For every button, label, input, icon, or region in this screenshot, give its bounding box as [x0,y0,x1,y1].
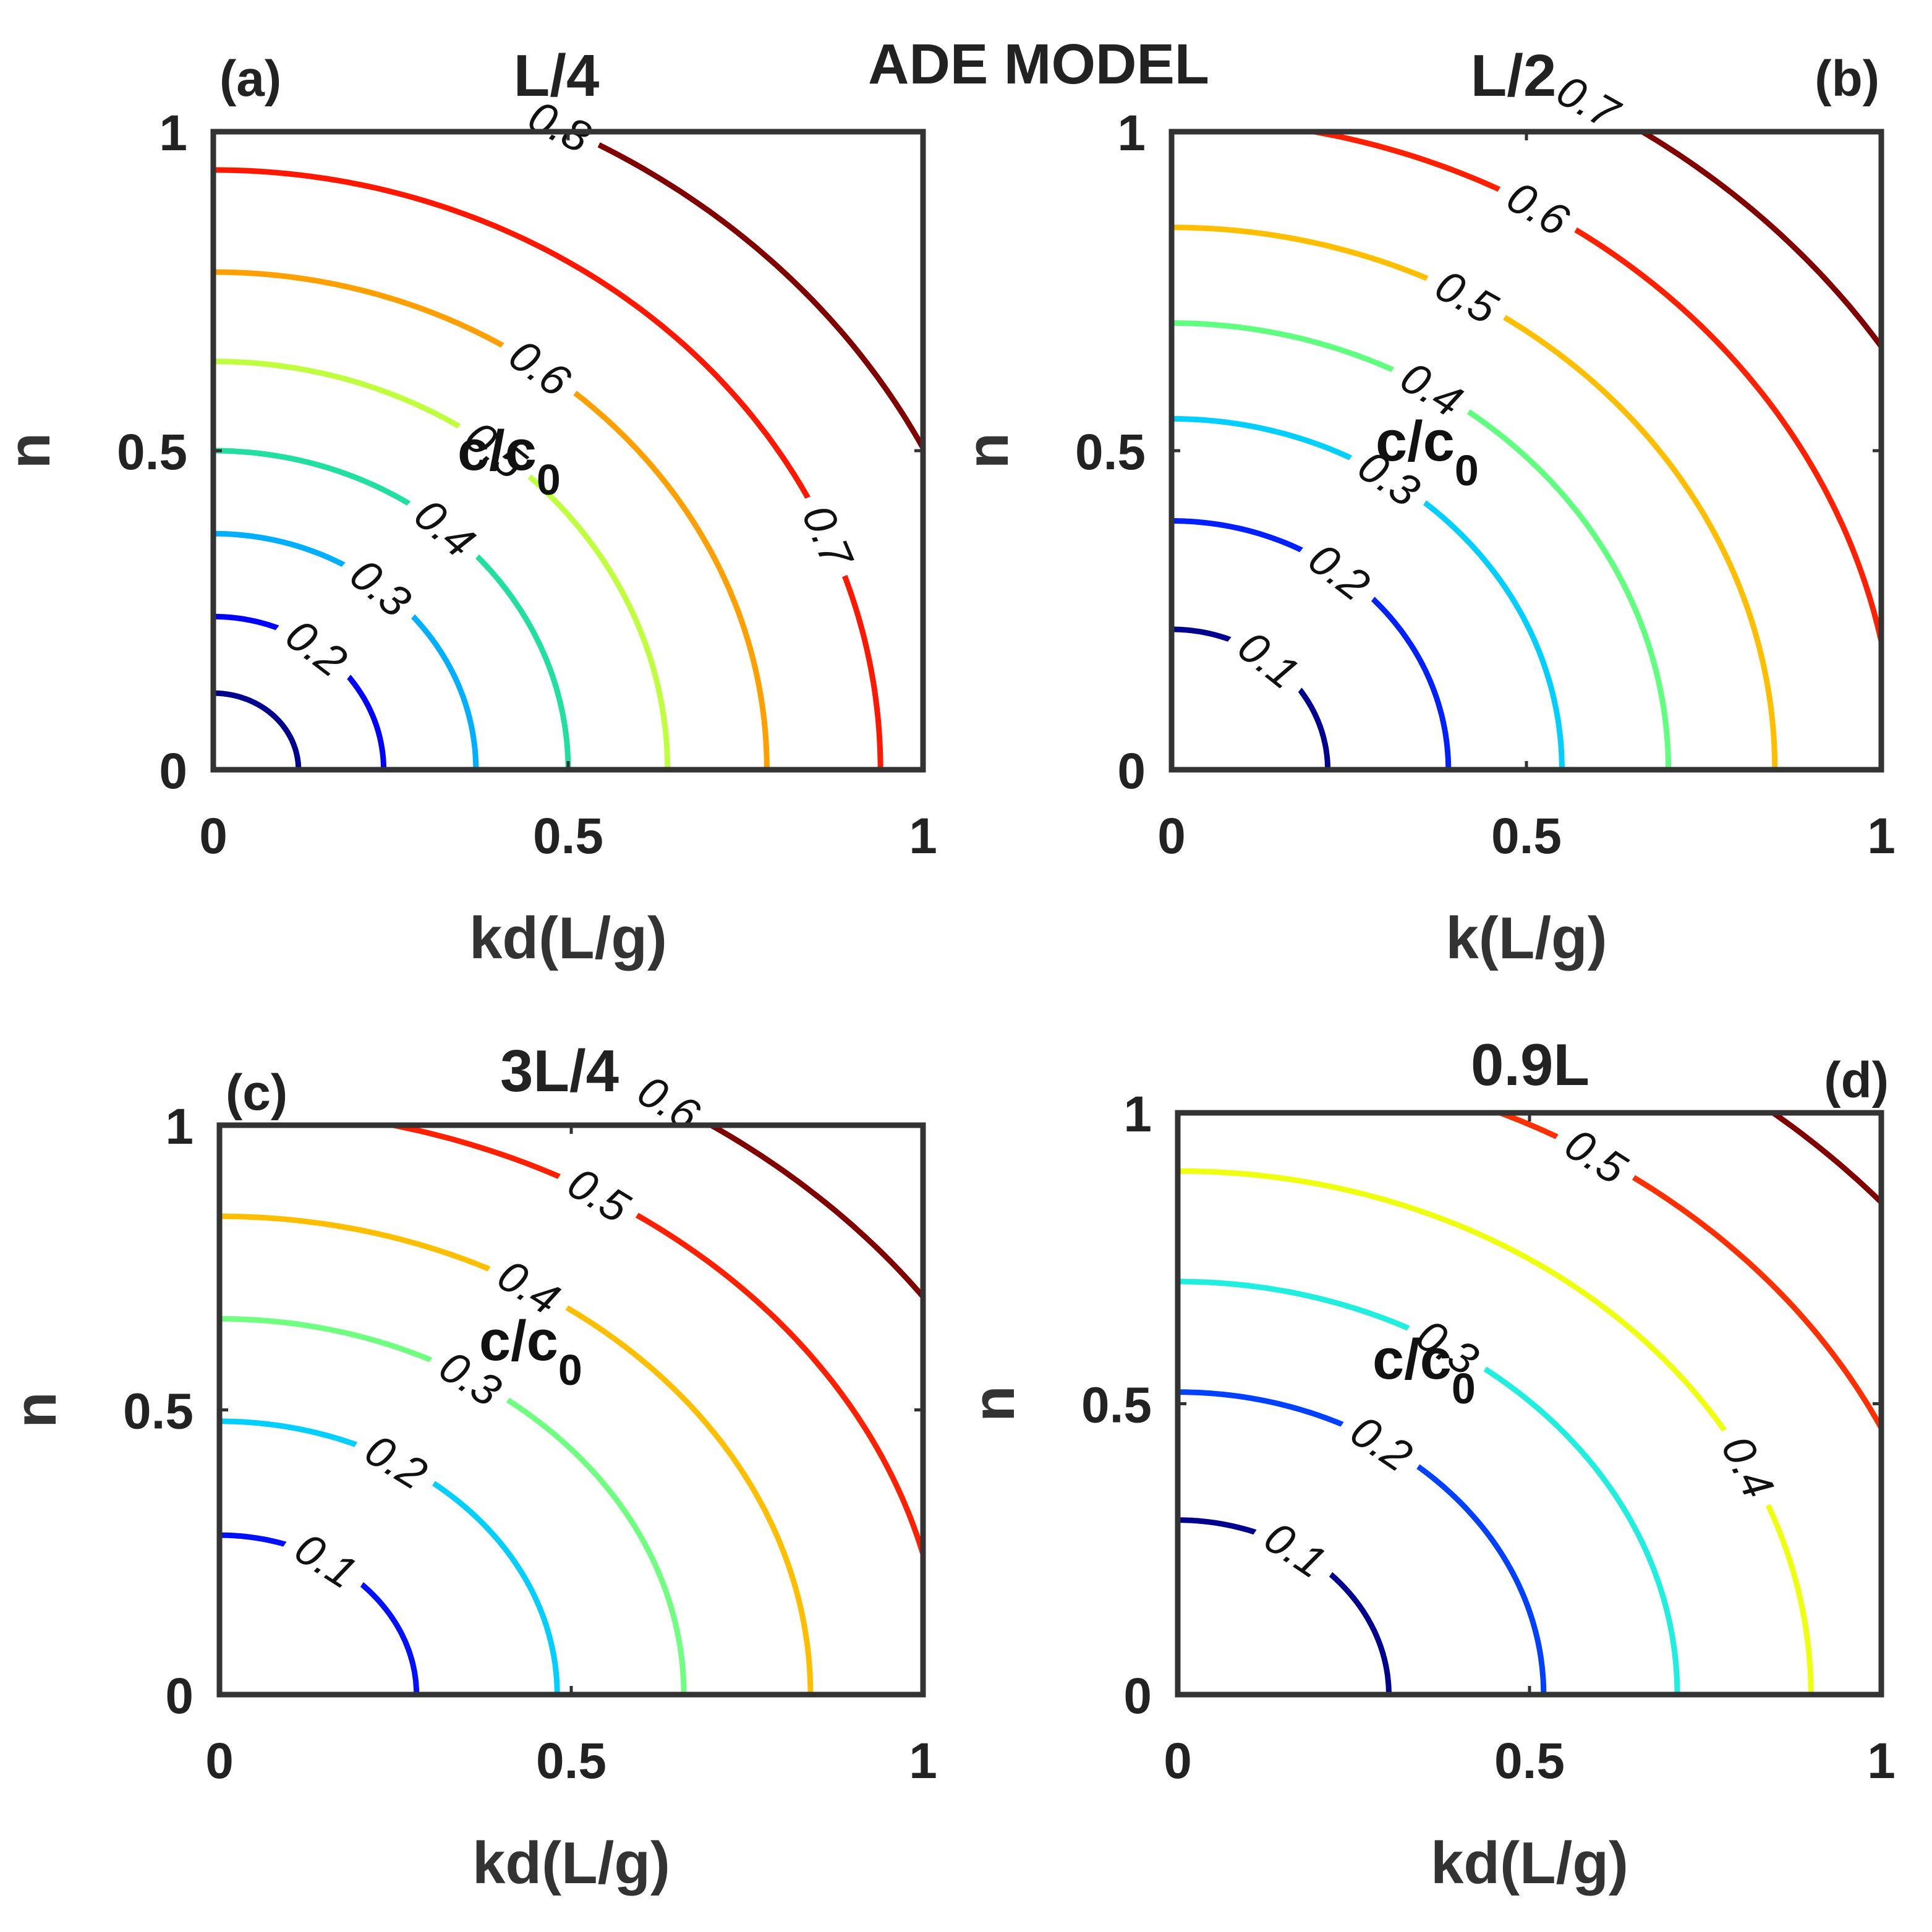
contour-line-0-3 [219,1316,687,1695]
y-tick-label: 0 [165,1668,194,1724]
contour-line-0-5 [1172,224,1778,770]
y-axis-label: n [961,1385,1027,1422]
x-axis-label: kd(L/g) [469,905,667,971]
contour-line-0-7 [1636,132,1881,352]
x-axis-label: kd(L/g) [1431,1830,1628,1896]
contour-line-0-6 [1297,132,1881,655]
x-tick-label: 0 [1164,1733,1192,1789]
contour-line-0-5 [1492,1113,1881,1434]
x-tick-label: 1 [1867,808,1896,864]
x-tick-label: 0.5 [1494,1733,1565,1789]
x-axis-label: k(L/g) [1445,905,1607,971]
contour-lines [213,132,923,770]
contour-lines [1172,132,1881,770]
x-tick-label: 0.5 [536,1733,606,1789]
contour-line-0-2 [1178,1389,1547,1695]
contour-line-0-8 [564,132,923,454]
contour-lines [1178,1113,1881,1695]
y-tick-label: 1 [1123,1086,1152,1143]
y-tick-label: 1 [165,1099,194,1155]
quantity-label: c/c0 [1376,410,1479,495]
panel-title: L/2 [1471,43,1557,109]
y-tick-label: 0 [1123,1668,1152,1724]
y-tick-label: 0.5 [117,424,187,480]
y-tick-label: 0.5 [1075,424,1146,480]
contour-line-0-5 [378,1125,923,1564]
x-tick-label: 0 [199,808,228,864]
y-axis-label: n [2,1392,69,1428]
quantity-label: c/c0 [1372,1328,1476,1413]
y-tick-label: 0 [159,743,187,799]
contour-line-0-6 [1768,1113,1881,1207]
contour-lines [219,1125,923,1695]
figure-title: ADE MODEL [868,33,1209,96]
contour-line-0-4 [1178,1168,1814,1695]
x-tick-label: 0 [205,1733,234,1789]
contour-line-0-3 [1178,1279,1680,1695]
y-tick-label: 0.5 [123,1384,194,1440]
x-tick-label: 1 [1867,1733,1896,1789]
x-tick-label: 1 [909,1733,937,1789]
panel-b: 0.10.20.30.40.50.60.70 0.5 100.51k(L/g)nL/… [955,43,1896,971]
y-tick-label: 0 [1117,743,1146,799]
panel-label: (a) [219,51,281,107]
panel-c: 0.10.20.30.40.50.60 0.5 100.51kd(L/g)n3L/4… [2,1038,937,1896]
y-tick-label: 0.5 [1081,1377,1152,1434]
contour-line-0-4 [1172,320,1672,770]
panel-a: 0.20.30.40.50.60.70.80 0.5 100.51kd(L/g)nL… [0,43,937,971]
panel-label: (b) [1815,51,1879,107]
contour-line-0-2 [219,1418,560,1695]
contour-line-0-4 [219,1213,814,1695]
x-tick-label: 0 [1157,808,1186,864]
contour-label: 0.7 [1549,66,1628,140]
contour-line-0-3 [1172,415,1565,770]
panel-title: L/4 [514,43,600,109]
x-tick-label: 1 [909,808,937,864]
panel-title: 0.9L [1471,1032,1589,1098]
panel-label: (c) [226,1065,287,1121]
quantity-label: c/c0 [479,1309,582,1394]
contour-line-0-6 [705,1125,923,1301]
y-axis-label: n [0,433,62,469]
contour-line-0-6 [213,269,770,770]
y-axis-label: n [955,433,1021,469]
x-tick-label: 0.5 [1491,808,1562,864]
panel-label: (d) [1824,1052,1889,1109]
contour-line-0-1 [213,690,302,770]
quantity-label: c/c0 [457,419,561,504]
y-tick-label: 1 [1117,105,1146,161]
x-tick-label: 0.5 [533,808,603,864]
x-axis-label: kd(L/g) [472,1830,670,1896]
contour-line-0-5 [213,359,671,770]
y-tick-label: 1 [159,105,187,161]
contour-line-0-7 [213,167,883,770]
panel-title: 3L/4 [500,1038,619,1104]
